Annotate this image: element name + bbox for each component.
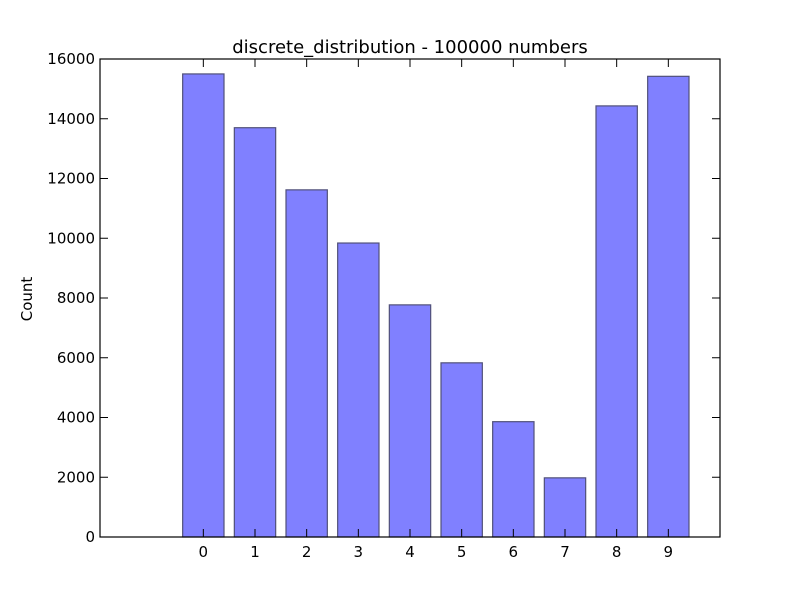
bar-1	[233, 127, 277, 538]
y-tick-label: 4000	[57, 409, 95, 427]
bar-5	[440, 362, 483, 538]
bar-7	[543, 477, 587, 538]
bar-8	[595, 105, 638, 538]
y-tick-label: 6000	[57, 349, 95, 367]
ticks-group: 0 2000 4000 6000 8000 10000 12000 14000 16000 0 1 2…	[47, 50, 720, 561]
y-tick-label: 10000	[47, 229, 95, 247]
y-tick-label: 12000	[47, 170, 95, 188]
y-axis-label: Count	[18, 277, 36, 322]
x-tick-label: 6	[509, 543, 519, 561]
y-tick-label: 14000	[47, 110, 95, 128]
bars-group	[182, 73, 690, 538]
bar-6	[492, 421, 535, 538]
chart-title: discrete_distribution - 100000 numbers	[232, 37, 588, 58]
bar-3	[337, 242, 380, 538]
bar-2	[285, 189, 328, 538]
y-tick-label: 2000	[57, 468, 95, 486]
x-tick-label: 4	[405, 543, 415, 561]
x-tick-label: 7	[560, 543, 570, 561]
bar-0	[182, 73, 225, 538]
y-tick-label: 0	[85, 528, 95, 546]
x-tick-label: 2	[302, 543, 312, 561]
x-tick-label: 3	[354, 543, 364, 561]
x-tick-label: 8	[612, 543, 622, 561]
x-tick-label: 5	[457, 543, 467, 561]
bar-4	[388, 304, 432, 538]
y-tick-label: 8000	[57, 289, 95, 307]
x-tick-label: 9	[664, 543, 674, 561]
x-tick-label: 0	[199, 543, 209, 561]
x-tick-label: 1	[250, 543, 260, 561]
y-tick-label: 16000	[47, 50, 95, 68]
bar-9	[647, 75, 690, 538]
